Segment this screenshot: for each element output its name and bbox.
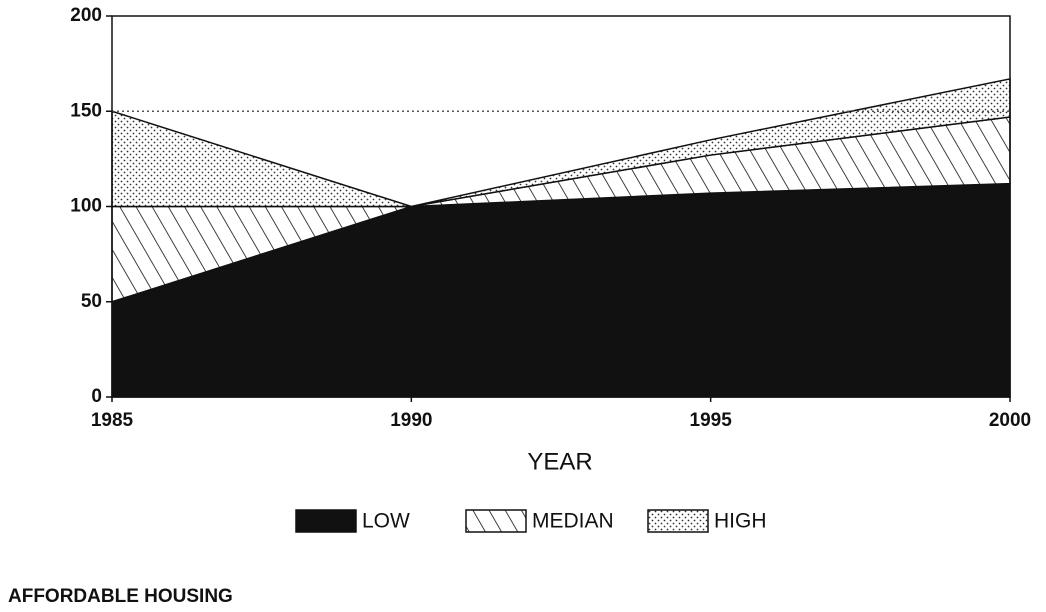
footer: AFFORDABLE HOUSING [8,586,233,607]
legend-swatch [465,509,527,533]
y-tick-label: 200 [70,5,102,26]
x-tick-label: 1990 [390,410,432,431]
x-tick-label: 1995 [690,410,733,431]
legend-label: MEDIAN [532,510,614,533]
y-tick-label: 50 [81,291,102,312]
y-tick-label: 0 [91,386,102,407]
legend-swatch [295,509,357,533]
x-axis-label: YEAR [527,448,592,475]
x-tick-label: 1985 [91,410,134,431]
legend-label: LOW [362,510,410,533]
legend-swatch [647,509,709,533]
y-tick-label: 150 [70,100,102,121]
y-tick-label: 100 [70,196,102,217]
legend-label: HIGH [714,510,767,533]
x-tick-label: 2000 [989,410,1031,431]
